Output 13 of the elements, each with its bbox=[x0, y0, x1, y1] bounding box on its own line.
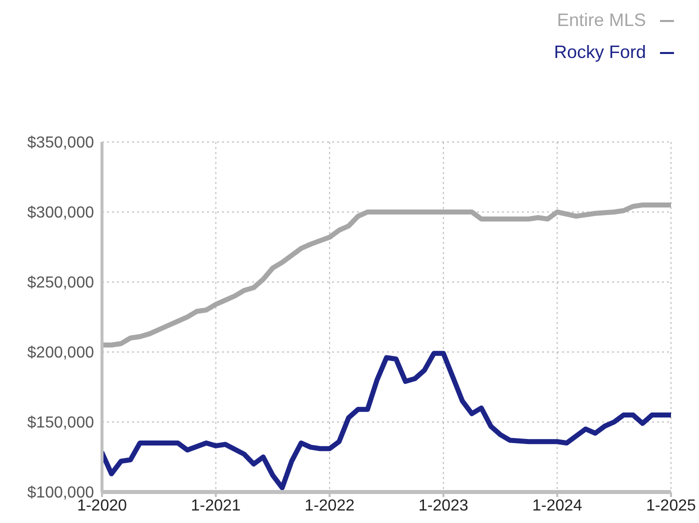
x-tick-label: 1-2021 bbox=[190, 497, 241, 514]
y-tick-label: $250,000 bbox=[27, 274, 94, 292]
x-tick-label: 1-2025 bbox=[646, 497, 696, 514]
x-tick-label: 1-2023 bbox=[418, 497, 468, 514]
legend-label: Rocky Ford bbox=[554, 42, 646, 62]
x-tick-label: 1-2024 bbox=[532, 497, 582, 514]
legend-label: Entire MLS bbox=[556, 10, 646, 30]
y-tick-label: $150,000 bbox=[27, 414, 94, 432]
y-tick-label: $350,000 bbox=[27, 134, 94, 152]
x-tick-label: 1-2020 bbox=[77, 497, 128, 514]
x-tick-label: 1-2022 bbox=[304, 497, 355, 514]
y-tick-label: $300,000 bbox=[27, 204, 94, 222]
y-tick-label: $200,000 bbox=[27, 344, 94, 362]
